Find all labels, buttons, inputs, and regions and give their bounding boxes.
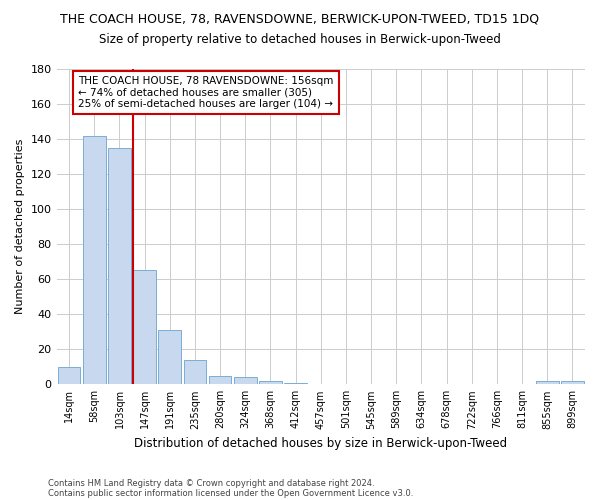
Bar (536, 381, 559, 384)
Bar (83, 136, 106, 384)
Bar (133, 270, 156, 384)
Text: Contains HM Land Registry data © Crown copyright and database right 2024.: Contains HM Land Registry data © Crown c… (48, 478, 374, 488)
Text: Contains public sector information licensed under the Open Government Licence v3: Contains public sector information licen… (48, 488, 413, 498)
Bar (284, 382, 307, 384)
Bar (58, 367, 80, 384)
X-axis label: Distribution of detached houses by size in Berwick-upon-Tweed: Distribution of detached houses by size … (134, 437, 508, 450)
Text: THE COACH HOUSE, 78 RAVENSDOWNE: 156sqm
← 74% of detached houses are smaller (30: THE COACH HOUSE, 78 RAVENSDOWNE: 156sqm … (78, 76, 334, 109)
Bar (184, 360, 206, 384)
Text: Size of property relative to detached houses in Berwick-upon-Tweed: Size of property relative to detached ho… (99, 32, 501, 46)
Bar (108, 148, 131, 384)
Bar (234, 378, 257, 384)
Bar (259, 381, 282, 384)
Y-axis label: Number of detached properties: Number of detached properties (15, 139, 25, 314)
Text: THE COACH HOUSE, 78, RAVENSDOWNE, BERWICK-UPON-TWEED, TD15 1DQ: THE COACH HOUSE, 78, RAVENSDOWNE, BERWIC… (61, 12, 539, 26)
Bar (209, 376, 232, 384)
Bar (158, 330, 181, 384)
Bar (561, 381, 584, 384)
